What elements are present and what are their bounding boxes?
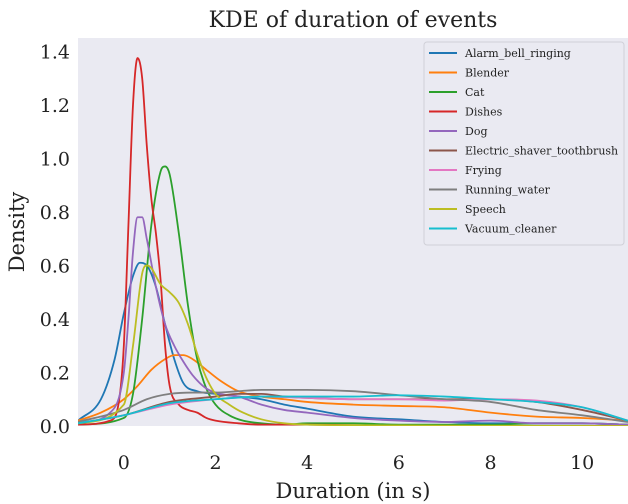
legend-label: Electric_shaver_toothbrush: [465, 145, 618, 158]
y-tick-label: 0.2: [40, 362, 70, 384]
ticks-layer: 0 2 4 6 8 10 0.0 0.2 0.4 0.6 0.8 1.0 1.2 1.4: [40, 41, 594, 474]
y-tick-label: 0.8: [40, 202, 70, 224]
series-line-speech: [78, 264, 628, 426]
legend-label: Vacuum_cleaner: [464, 223, 557, 236]
series-line-running-water: [78, 388, 628, 423]
y-tick-label: 0.4: [40, 309, 70, 331]
legend-label: Running_water: [465, 184, 551, 197]
series-line-dog: [78, 216, 628, 426]
legend: Alarm_bell_ringing Blender Cat Dishes Dog Ele…: [423, 41, 625, 246]
x-tick-label: 0: [118, 452, 130, 474]
x-tick-label: 2: [209, 452, 221, 474]
x-tick-label: 4: [301, 452, 313, 474]
series-line-blender: [78, 354, 628, 422]
series-line-cat: [78, 165, 628, 426]
curves-layer: [78, 57, 628, 426]
y-axis-label: Density: [5, 192, 29, 273]
x-axis-label: Duration (in s): [276, 479, 431, 503]
chart-title: KDE of duration of events: [209, 8, 498, 33]
legend-label: Dog: [465, 125, 487, 138]
x-tick-label: 10: [570, 452, 594, 474]
legend-label: Blender: [465, 67, 510, 80]
series-line-dishes: [78, 57, 628, 426]
legend-label: Dishes: [465, 106, 503, 119]
legend-label: Cat: [465, 86, 485, 99]
series-line-vacuum-cleaner: [78, 394, 628, 425]
y-tick-label: 1.2: [40, 95, 70, 117]
y-tick-label: 0.6: [40, 255, 70, 277]
x-tick-label: 6: [393, 452, 405, 474]
series-line-frying: [78, 395, 628, 425]
y-tick-label: 1.4: [40, 41, 70, 63]
legend-label: Speech: [465, 203, 506, 216]
legend-label: Frying: [465, 164, 502, 177]
legend-label: Alarm_bell_ringing: [464, 47, 571, 60]
y-tick-label: 0.0: [40, 416, 70, 438]
legend-box: [423, 41, 625, 246]
legend-items: Alarm_bell_ringing Blender Cat Dishes Dog Ele…: [429, 47, 618, 236]
x-tick-label: 8: [484, 452, 496, 474]
y-tick-label: 1.0: [40, 148, 70, 170]
